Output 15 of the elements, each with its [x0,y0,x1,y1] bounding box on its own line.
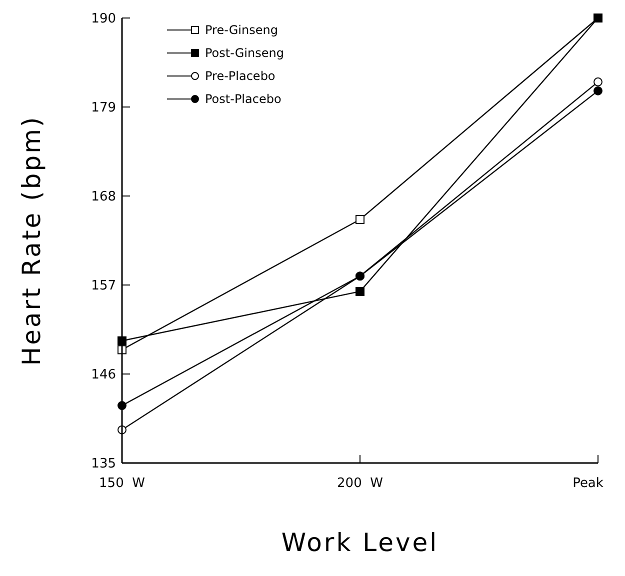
x-axis-title: Work Level [281,528,439,557]
x-tick-label: 150 W [99,476,146,491]
y-tick-label: 157 [91,278,116,294]
y-tick-label: 179 [91,100,116,116]
legend-label: Post-Placebo [205,92,282,106]
y-tick-label: 135 [91,456,116,472]
x-tick-label: 200 W [337,476,384,491]
legend-label: Pre-Ginseng [205,23,278,38]
y-tick-label: 190 [91,12,116,27]
legend-label: Pre-Placebo [205,69,276,84]
y-tick-label: 168 [91,190,116,205]
x-tick-label: Peak [572,476,604,491]
legend-label: Post-Ginseng [205,46,284,60]
y-tick-label: 146 [91,368,116,383]
y-axis-title: Heart Rate (bpm) [17,115,46,366]
